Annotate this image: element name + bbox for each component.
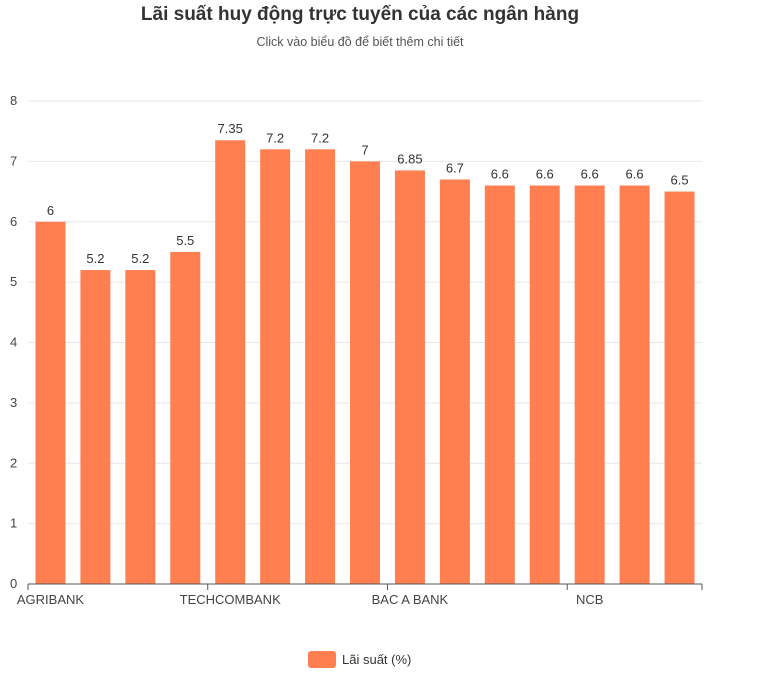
bars[interactable] xyxy=(35,140,695,585)
chart-subtitle: Click vào biểu đồ để biết thêm chi tiết xyxy=(256,35,464,49)
y-tick-label: 3 xyxy=(10,395,17,410)
y-tick-label: 6 xyxy=(10,214,17,229)
x-axis: AGRIBANK TECHCOMBANK BAC A BANK NCB xyxy=(17,583,703,607)
data-label: 5.5 xyxy=(176,233,194,248)
bar[interactable] xyxy=(619,185,650,584)
x-tick-label: AGRIBANK xyxy=(17,592,85,607)
bar[interactable] xyxy=(664,191,695,584)
x-tick-label: BAC A BANK xyxy=(372,592,449,607)
data-label: 6.6 xyxy=(626,167,644,182)
bar[interactable] xyxy=(260,149,291,585)
bar[interactable] xyxy=(350,161,380,584)
y-tick-label: 0 xyxy=(10,576,17,591)
y-tick-label: 4 xyxy=(10,335,17,350)
bar[interactable] xyxy=(529,185,560,584)
y-tick-label: 1 xyxy=(10,516,17,531)
data-label: 5.2 xyxy=(131,251,149,266)
bar[interactable] xyxy=(574,185,605,584)
bar[interactable] xyxy=(215,140,246,584)
data-label: 7.2 xyxy=(311,130,329,145)
data-label: 6.85 xyxy=(397,151,422,166)
data-label: 6.6 xyxy=(491,167,509,182)
data-label: 7.2 xyxy=(266,130,284,145)
y-tick-label: 5 xyxy=(10,274,17,289)
data-labels: 6 5.2 5.2 5.5 7.35 7.2 7.2 7 6.85 6.7 6.6 6.6 6.6 6.6… xyxy=(47,121,689,266)
bar[interactable] xyxy=(484,185,515,584)
bar[interactable] xyxy=(394,170,425,584)
bar[interactable] xyxy=(80,270,111,584)
data-label: 6.5 xyxy=(670,173,688,188)
bar[interactable] xyxy=(125,270,156,584)
legend[interactable]: Lãi suất (%) xyxy=(308,651,411,668)
y-tick-label: 7 xyxy=(10,153,17,168)
data-label: 7.35 xyxy=(218,121,243,136)
x-tick-label: NCB xyxy=(576,592,603,607)
bar[interactable] xyxy=(170,251,201,584)
data-label: 6.6 xyxy=(581,167,599,182)
legend-swatch xyxy=(308,651,336,668)
bar[interactable] xyxy=(439,179,470,585)
data-label: 5.2 xyxy=(86,251,104,266)
x-tick-label: TECHCOMBANK xyxy=(180,592,281,607)
data-label: 6.7 xyxy=(446,160,464,175)
y-tick-label: 2 xyxy=(10,455,17,470)
data-label: 6 xyxy=(47,203,54,218)
y-tick-label: 8 xyxy=(10,93,17,108)
bar-chart[interactable]: 0 1 2 3 4 5 6 7 8 6 5.2 5.2 5.5 7.35 7.2 7.2 7 6.85 6.7 6.… xyxy=(0,0,757,640)
bar[interactable] xyxy=(305,149,336,585)
chart-title: Lãi suất huy động trực tuyến của các ngâ… xyxy=(140,4,580,25)
y-axis-ticks: 0 1 2 3 4 5 6 7 8 xyxy=(10,93,17,591)
bar[interactable] xyxy=(35,221,66,584)
legend-label: Lãi suất (%) xyxy=(342,652,412,667)
data-label: 7 xyxy=(361,142,368,157)
data-label: 6.6 xyxy=(536,167,554,182)
